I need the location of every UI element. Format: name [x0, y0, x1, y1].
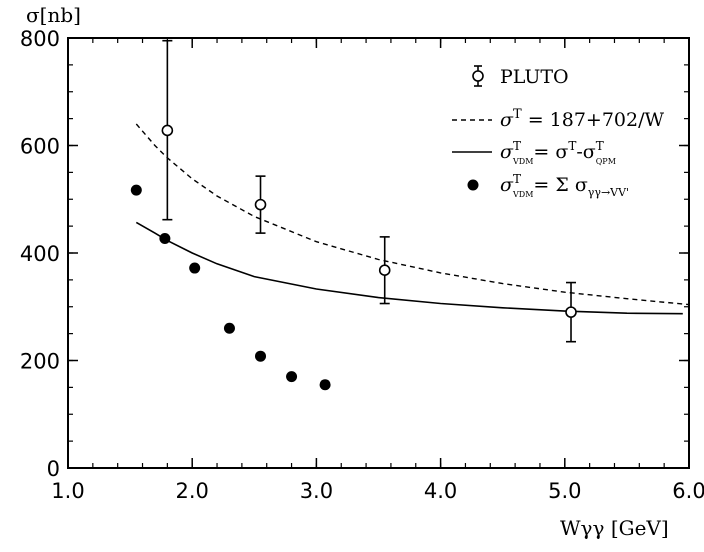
- vdm-sum-point: [223, 322, 235, 334]
- vdm-sum-point: [130, 184, 142, 196]
- x-tick-label: 1.0: [51, 479, 84, 503]
- y-tick-label: 400: [20, 242, 60, 266]
- y-tick-label: 0: [47, 457, 60, 481]
- legend-dots-label: σT VDM= Σ σγγ→VV': [500, 172, 629, 199]
- y-tick-label: 200: [20, 350, 60, 374]
- vdm-sum-point: [319, 379, 331, 391]
- x-tick-label: 5.0: [548, 479, 581, 503]
- plot-frame: [67, 37, 690, 469]
- x-tick-label: 2.0: [175, 479, 208, 503]
- vdm-sum-point: [255, 350, 267, 362]
- legend: PLUTO σT = 187+702/W σT VDM= σT-σT QPM σT V…: [452, 65, 665, 199]
- legend-pluto-label: PLUTO: [500, 66, 569, 88]
- y-tick-label: 800: [20, 27, 60, 51]
- y-axis-label: σ[nb]: [26, 3, 81, 27]
- solid-curve: [135, 221, 683, 315]
- legend-dots-marker: [467, 179, 479, 191]
- data-points: [130, 39, 577, 391]
- legend-dashed-label: σT = 187+702/W: [500, 107, 665, 131]
- x-axis-label: Wγγ [GeV]: [560, 516, 669, 540]
- x-tick-label: 3.0: [300, 479, 333, 503]
- legend-pluto-marker: [472, 65, 484, 87]
- dashed-curve: [135, 123, 690, 306]
- curves: [135, 123, 690, 315]
- pluto-point: [378, 264, 391, 277]
- pluto-point: [565, 306, 577, 318]
- y-tick-label: 600: [20, 135, 60, 159]
- pluto-point: [254, 198, 267, 211]
- pluto-point: [161, 124, 174, 137]
- vdm-sum-point: [159, 232, 171, 244]
- x-tick-label: 6.0: [672, 479, 704, 503]
- vdm-sum-point: [286, 371, 298, 383]
- vdm-sum-point: [189, 262, 201, 274]
- legend-solid-label: σT VDM= σT-σT QPM: [500, 139, 616, 166]
- x-tick-label: 4.0: [424, 479, 457, 503]
- axis-ticks: 1.0 2.0 3.0 4.0 5.0 6.0 0 200 400 600 800: [20, 27, 704, 503]
